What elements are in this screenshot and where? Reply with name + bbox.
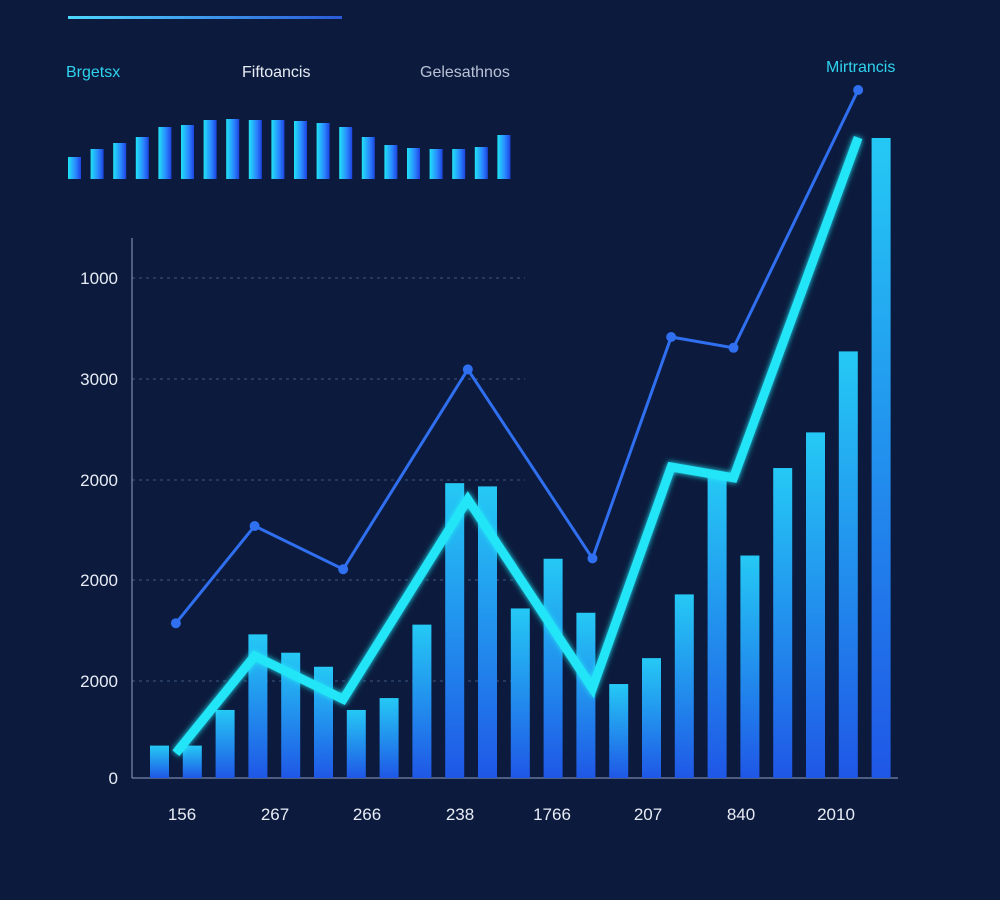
line-point [462,364,473,375]
legend-item-2: Fiftoancis [242,64,310,81]
x-tick-labels: 156 267 266 238 1766 207 840 2010 [168,805,855,824]
bar [150,745,169,778]
bar [576,612,596,778]
line-point [587,553,598,564]
mini-bar [90,149,104,179]
bar [838,351,858,778]
legend-item-4: Mirtrancis [826,59,895,76]
mini-bar [316,123,330,179]
line-point [666,332,677,342]
bar [346,709,366,778]
line-series-bright [172,136,863,757]
y-tick-label: 3000 [80,370,118,389]
x-tick-label: 267 [261,805,289,824]
y-tick-label: 1000 [80,269,118,288]
bar [478,486,497,778]
mini-bar [429,149,443,179]
line-point [853,85,864,95]
mini-bar [158,127,172,179]
bar [609,684,629,778]
y-tick-label: 2000 [80,471,118,490]
bar [674,594,694,778]
x-tick-label: 840 [727,805,755,824]
mini-bar [248,120,262,179]
bar-series [150,138,891,778]
mini-bar [474,147,488,179]
bar [182,745,202,778]
mini-bar [497,135,511,179]
y-tick-label: 2000 [80,672,118,691]
mini-bar [203,120,217,179]
bar [543,558,563,778]
x-tick-label: 156 [168,805,196,824]
mini-bar [113,143,127,179]
y-tick-label: 0 [109,769,118,788]
mini-bar [407,148,420,179]
bar [281,652,301,778]
bar [412,624,432,778]
mini-bar [181,125,194,179]
bar [642,658,661,778]
mini-bar [339,127,353,179]
bar [215,709,235,778]
legend-item-3: Gelesathnos [420,64,510,81]
line-series-main [170,85,864,629]
mini-bar [452,149,466,179]
bar [773,468,793,778]
series-line [174,89,860,625]
bar [379,698,399,778]
mini-bar [294,121,307,179]
bar [806,432,825,778]
bar [740,555,760,778]
x-tick-label: 266 [353,805,381,824]
mini-bar-strip [68,119,511,179]
mini-bar [226,119,240,179]
y-tick-label: 2000 [80,571,118,590]
legend-item-1: Brgetsx [66,64,120,81]
bar [510,608,530,778]
y-tick-labels: 0 2000 2000 2000 3000 1000 [80,269,118,788]
bar [248,634,268,778]
bar [707,475,727,778]
series-line [172,136,863,757]
grid [132,277,525,682]
line-point [249,521,260,531]
mini-bar [271,120,285,179]
mini-bar [68,157,81,179]
x-tick-label: 2010 [817,805,855,824]
top-rule [68,16,342,19]
bar [445,483,465,778]
line-point [728,342,739,353]
line-point [338,564,349,575]
line-point [170,618,181,629]
mini-bar [361,137,375,179]
x-tick-label: 238 [446,805,474,824]
mini-bar [384,145,398,179]
x-tick-label: 207 [634,805,662,824]
bar [871,138,891,778]
x-tick-label: 1766 [533,805,571,824]
mini-bar [135,137,149,179]
